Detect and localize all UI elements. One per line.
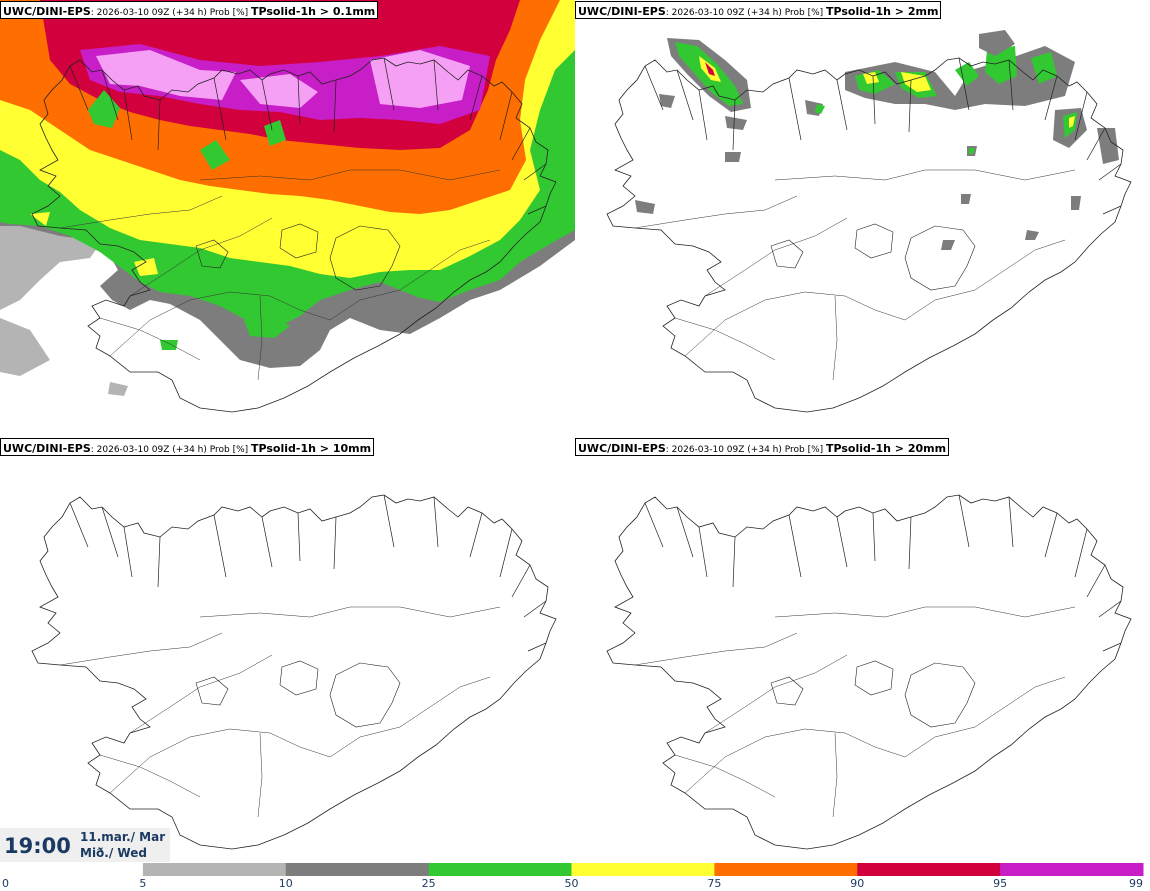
colorbar-segment-90 — [857, 863, 1001, 876]
valid-weekday: Mið./ Wed — [80, 846, 147, 860]
run-info: : 2026-03-10 09Z (+34 h) Prob [%] — [665, 445, 827, 455]
probability-colorbar: 0 5 10 25 50 75 90 95 99 — [0, 863, 1144, 890]
colorbar-segment-50 — [571, 863, 715, 876]
colorbar-segment-25 — [428, 863, 572, 876]
colorbar-segment-75 — [714, 863, 858, 876]
model-name: UWC/DINI-EPS — [578, 5, 666, 18]
threshold-label: TPsolid-1h > 0.1mm — [251, 5, 376, 18]
run-info: : 2026-03-10 09Z (+34 h) Prob [%] — [665, 8, 827, 18]
colorbar-segment-95 — [1000, 863, 1144, 876]
colorbar-tick-label: 75 — [707, 877, 721, 890]
valid-date: 11.mar./ Mar — [80, 830, 166, 844]
colorbar-segment-0 — [0, 863, 144, 876]
iceland-map — [0, 437, 575, 874]
model-name: UWC/DINI-EPS — [3, 5, 91, 18]
colorbar-tick-label: 90 — [850, 877, 864, 890]
threshold-label: TPsolid-1h > 20mm — [826, 442, 947, 455]
model-name: UWC/DINI-EPS — [578, 442, 666, 455]
map-panel-prob-2mm: UWC/DINI-EPS: 2026-03-10 09Z (+34 h) Pro… — [575, 0, 1150, 437]
colorbar-tick-label: 10 — [279, 877, 293, 890]
panel-title: UWC/DINI-EPS: 2026-03-10 09Z (+34 h) Pro… — [575, 1, 942, 19]
map-panel-prob-20mm: UWC/DINI-EPS: 2026-03-10 09Z (+34 h) Pro… — [575, 437, 1150, 874]
colorbar-tick-label: 95 — [993, 877, 1007, 890]
colorbar-tick-label: 25 — [422, 877, 436, 890]
iceland-map — [575, 0, 1150, 437]
iceland-map — [575, 437, 1150, 874]
panel-title: UWC/DINI-EPS: 2026-03-10 09Z (+34 h) Pro… — [575, 438, 950, 456]
panel-title: UWC/DINI-EPS: 2026-03-10 09Z (+34 h) Pro… — [0, 1, 379, 19]
valid-time-box: 19:00 11.mar./ Mar Mið./ Wed — [0, 828, 170, 862]
iceland-map — [0, 0, 575, 437]
model-name: UWC/DINI-EPS — [3, 442, 91, 455]
threshold-label: TPsolid-1h > 10mm — [251, 442, 372, 455]
run-info: : 2026-03-10 09Z (+34 h) Prob [%] — [90, 445, 252, 455]
colorbar-tick-label: 99 — [1129, 877, 1143, 890]
map-panel-prob-0.1mm: UWC/DINI-EPS: 2026-03-10 09Z (+34 h) Pro… — [0, 0, 575, 437]
threshold-label: TPsolid-1h > 2mm — [826, 5, 939, 18]
colorbar-segment-10 — [285, 863, 430, 876]
panel-title: UWC/DINI-EPS: 2026-03-10 09Z (+34 h) Pro… — [0, 438, 375, 456]
colorbar-tick-label: 50 — [565, 877, 579, 890]
colorbar-tick-label: 0 — [2, 877, 9, 890]
run-info: : 2026-03-10 09Z (+34 h) Prob [%] — [90, 8, 252, 18]
colorbar-tick-label: 5 — [139, 877, 146, 890]
colorbar-segment-5 — [142, 863, 287, 876]
map-panel-prob-10mm: UWC/DINI-EPS: 2026-03-10 09Z (+34 h) Pro… — [0, 437, 575, 874]
valid-time: 19:00 — [4, 834, 71, 858]
